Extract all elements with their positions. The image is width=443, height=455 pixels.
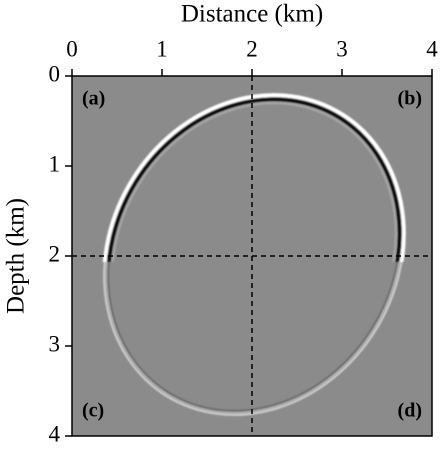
panel-label: (b) [398, 88, 422, 110]
x-tick-label: 1 [156, 36, 168, 61]
y-axis-label: Depth (km) [3, 198, 30, 314]
y-tick-label: 4 [49, 421, 61, 446]
x-axis-label: Distance (km) [181, 1, 323, 28]
x-tick-label: 2 [246, 36, 258, 61]
panel-label: (c) [82, 400, 104, 422]
y-tick-label: 2 [49, 241, 61, 266]
y-tick-label: 3 [49, 331, 61, 356]
x-tick-label: 3 [336, 36, 348, 61]
wavefront [102, 93, 406, 416]
panel-label: (d) [398, 400, 422, 422]
x-tick-label: 0 [66, 36, 78, 61]
panel-label: (a) [82, 88, 105, 110]
y-tick-label: 0 [49, 61, 61, 86]
x-tick-label: 4 [426, 36, 438, 61]
y-tick-label: 1 [49, 151, 61, 176]
